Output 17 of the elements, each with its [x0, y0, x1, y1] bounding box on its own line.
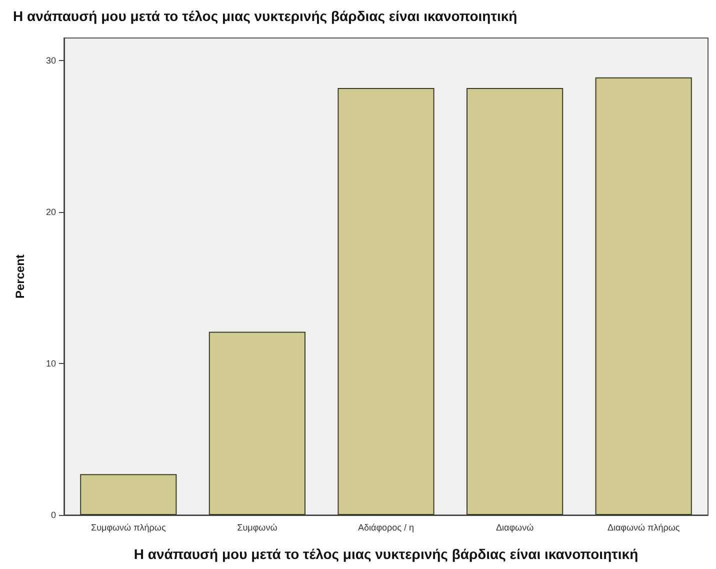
y-axis-title: Percent — [13, 254, 27, 299]
bar — [80, 474, 177, 515]
bar — [595, 77, 692, 515]
x-tick-label: Διαφωνώ πλήρως — [607, 522, 680, 532]
y-tick-label: 30 — [46, 56, 56, 66]
bar — [466, 88, 564, 515]
x-tick-label: Αδιάφορος / η — [358, 522, 414, 532]
x-tick-label: Συμφωνώ — [237, 522, 278, 532]
x-tick-label: Συμφωνώ πλήρως — [91, 522, 166, 532]
chart-title: Η ανάπαυσή μου μετά το τέλος μιας νυκτερινής βάρδιας είναι ικανοποιητική — [13, 8, 518, 24]
x-tick-label: Διαφωνώ — [496, 522, 534, 532]
bar — [208, 332, 306, 515]
y-tick-label: 10 — [46, 358, 56, 369]
x-axis-title: Η ανάπαυσή μου μετά το τέλος μιας νυκτερινής βάρδιας είναι ικανοποιητική — [134, 546, 638, 562]
y-tick-label: 20 — [46, 207, 56, 218]
y-tick-label: 0 — [50, 510, 56, 520]
bar — [338, 88, 434, 515]
